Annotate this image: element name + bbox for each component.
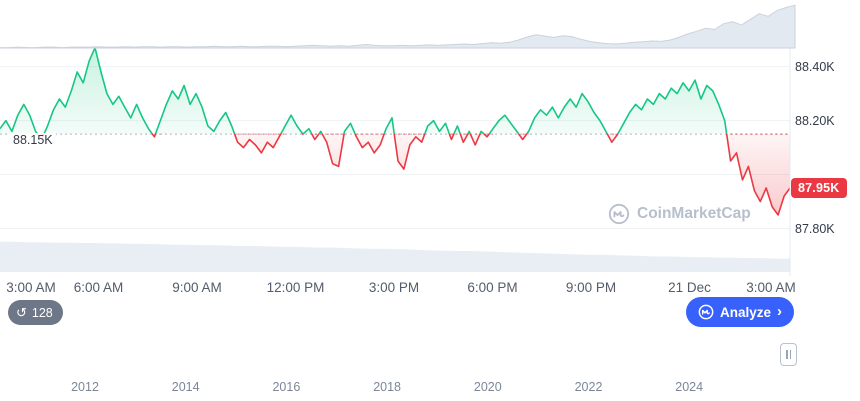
navigator-handle[interactable] — [780, 343, 797, 366]
chevron-right-icon: › — [777, 303, 783, 320]
year-label: 2022 — [574, 380, 603, 394]
analyze-label: Analyze — [720, 304, 772, 320]
x-axis-label: 6:00 AM — [73, 280, 124, 295]
navigator-area — [0, 4, 796, 49]
year-label: 2012 — [71, 380, 99, 394]
price-chart[interactable] — [0, 0, 860, 278]
price-line-red — [36, 134, 790, 216]
year-label: 2018 — [373, 380, 401, 394]
x-axis-label: 3:00 PM — [368, 280, 420, 295]
year-label: 2016 — [272, 380, 301, 394]
history-badge[interactable]: ↺ 128 — [8, 300, 63, 325]
history-clock-icon: ↺ — [16, 305, 27, 320]
year-label: 2024 — [675, 380, 704, 394]
handle-grip-bar — [789, 350, 791, 359]
analyze-button[interactable]: Analyze › — [686, 297, 795, 327]
current-price-badge: 87.95K — [791, 178, 847, 198]
watermark: CoinMarketCap — [608, 203, 751, 225]
x-axis-label: 9:00 AM — [172, 280, 222, 295]
navigator-chart[interactable] — [0, 0, 860, 52]
x-axis-label: 6:00 PM — [467, 280, 518, 295]
x-axis-label: 12:00 PM — [266, 280, 325, 295]
x-axis-label: 21 Dec — [668, 280, 711, 295]
x-axis-label: 3:00 AM — [6, 280, 56, 295]
x-axis-label: 9:00 PM — [565, 280, 617, 295]
coinmarketcap-logo-icon — [698, 304, 714, 320]
y-axis-label: 88.20K — [795, 113, 835, 128]
history-count: 128 — [31, 305, 53, 320]
y-axis-label: 88.40K — [795, 59, 835, 74]
year-label: 2020 — [473, 380, 502, 394]
y-axis-label: 87.80K — [795, 221, 835, 236]
watermark-text: CoinMarketCap — [637, 205, 751, 222]
handle-grip-bar — [786, 350, 788, 359]
x-axis-label: 3:00 AM — [746, 280, 796, 295]
area-above-baseline — [0, 47, 727, 135]
price-line-green — [0, 46, 728, 135]
coinmarketcap-logo-icon — [608, 203, 630, 225]
year-label: 2014 — [171, 380, 200, 394]
baseline-price-label: 88.15K — [10, 133, 56, 147]
volume-area — [0, 241, 790, 272]
